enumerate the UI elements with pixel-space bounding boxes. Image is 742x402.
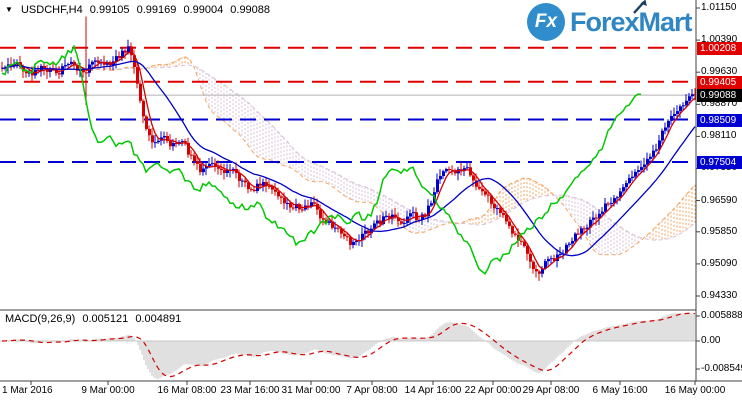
logo-text-mart-rest: art [660, 6, 693, 37]
time-axis-label: 9 Mar 00:00 [81, 385, 135, 396]
symbol-label: USDCHF,H4 [20, 4, 83, 16]
forexmart-logo-circle: Fx [527, 3, 565, 41]
price-axis-label: 0.95090 [701, 257, 738, 269]
macd-axis-label: 0.005888 [701, 310, 742, 321]
price-axis-label: 0.95850 [701, 225, 738, 237]
price-axis-label: 0.96590 [701, 194, 738, 206]
logo-text-forex: Forex [570, 6, 640, 37]
macd-axis-label: -0.008549 [701, 363, 742, 374]
price-axis-label: 0.99630 [701, 66, 738, 78]
price-axis-label: 1.00390 [701, 34, 738, 46]
ohlc-open: 0.99105 [89, 4, 130, 16]
time-axis-label: 7 Apr 08:00 [346, 385, 398, 396]
symbol-dropdown-icon[interactable]: ▼ [5, 5, 13, 14]
price-level-badge: 0.97504 [697, 155, 742, 169]
price-axis-label: 1.01150 [701, 2, 737, 13]
macd-axis-label: 0.00 [701, 335, 721, 346]
price-level-badge: 0.99088 [697, 89, 742, 103]
time-axis-label: 16 Mar 08:00 [157, 385, 217, 396]
price-axis-label: 0.98110 [701, 130, 737, 142]
time-axis-label: 16 May 00:00 [664, 385, 726, 396]
price-level-badge: 0.99405 [697, 75, 742, 89]
price-level-badge: 0.98509 [697, 113, 742, 127]
chart-header: ▼ USDCHF,H4 0.99105 0.99169 0.99004 0.99… [5, 4, 274, 16]
logo-arrow-icon [632, 0, 647, 14]
macd-label: MACD(9,26,9) [5, 313, 76, 325]
time-axis-label: 29 Apr 08:00 [522, 385, 580, 396]
forexmart-logo-text: Forex Mart [570, 0, 693, 38]
time-axis-label: 14 Apr 16:00 [404, 385, 462, 396]
macd-value-main: 0.005121 [82, 313, 129, 325]
time-axis-label: 23 Mar 16:00 [220, 385, 280, 396]
time-axis-label: 6 May 16:00 [592, 385, 648, 396]
time-axis-label: 22 Apr 00:00 [464, 385, 522, 396]
price-level-badge: 1.00208 [697, 41, 742, 55]
logo-text-mart-m: M [632, 0, 661, 38]
ohlc-low: 0.99004 [183, 4, 224, 16]
time-axis-label: 1 Mar 2016 [2, 385, 53, 396]
ohlc-high: 0.99169 [136, 4, 177, 16]
macd-value-signal: 0.004891 [135, 313, 182, 325]
time-axis-label: 31 Mar 00:00 [281, 385, 341, 396]
macd-header: MACD(9,26,9) 0.005121 0.004891 [5, 313, 185, 325]
ohlc-close: 0.99088 [230, 4, 271, 16]
forexmart-logo-fx: Fx [534, 11, 558, 32]
forexmart-logo: Fx Forex Mart [527, 0, 693, 42]
price-axis-label: 0.94330 [701, 290, 738, 301]
price-axis-label: 0.98870 [701, 98, 738, 110]
